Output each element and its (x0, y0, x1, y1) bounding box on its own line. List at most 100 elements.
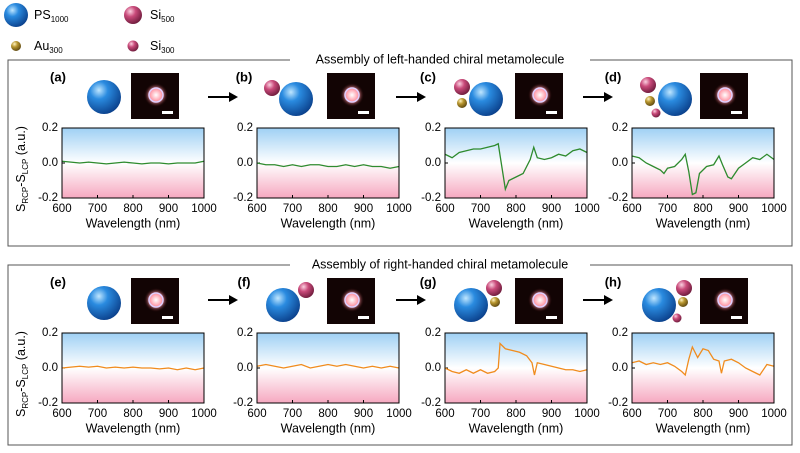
x-tick-label: 800 (318, 408, 337, 420)
x-tick-label: 800 (318, 203, 337, 215)
sphere-icon (678, 297, 688, 307)
spectrum-line (631, 152, 775, 196)
x-tick-label: 800 (506, 203, 525, 215)
x-tick-label: 1000 (191, 203, 217, 215)
sphere-icon (490, 297, 500, 307)
scale-bar (546, 316, 557, 319)
section-title: Assembly of left-handed chiral metamolec… (316, 52, 565, 66)
y-tick-label: -0.2 (38, 397, 58, 409)
y-axis-subscript: RCP (21, 392, 30, 409)
x-axis-title: Wavelength (nm) (469, 216, 564, 230)
x-tick-label: 1000 (574, 203, 600, 215)
x-tick-label: 600 (52, 408, 71, 420)
x-tick-label: 900 (542, 203, 561, 215)
x-tick-label: 600 (435, 203, 454, 215)
x-axis-title: Wavelength (nm) (469, 421, 564, 435)
micrograph-glow (713, 288, 737, 312)
x-tick-label: 600 (247, 203, 266, 215)
sphere-icon (454, 288, 488, 322)
y-tick-label: 0.2 (612, 122, 628, 134)
legend-subscript: 500 (161, 15, 175, 24)
sphere-icon (4, 3, 28, 27)
scale-bar (358, 111, 369, 114)
legend-text: Si (150, 8, 161, 22)
micrograph-glow (144, 83, 168, 107)
micrograph-ring (717, 87, 733, 103)
panel-label: (d) (605, 69, 622, 84)
arrow-head (604, 92, 613, 102)
y-axis-text: (a.u.) (14, 126, 28, 159)
x-tick-label: 1000 (191, 408, 217, 420)
sphere-icon (642, 288, 676, 322)
sphere-icon (658, 82, 692, 116)
plot-background (632, 333, 774, 403)
panel-label: (f) (238, 274, 251, 289)
plot-background (445, 333, 587, 403)
y-tick-label: 0.2 (425, 327, 441, 339)
x-tick-label: 900 (542, 408, 561, 420)
micrograph-ring (532, 292, 548, 308)
y-axis-text: S (14, 409, 28, 417)
x-tick-label: 800 (693, 408, 712, 420)
x-tick-label: 1000 (386, 203, 412, 215)
x-tick-label: 900 (159, 408, 178, 420)
x-tick-label: 600 (622, 203, 641, 215)
y-tick-label: -0.2 (233, 397, 253, 409)
x-axis-title: Wavelength (nm) (656, 216, 751, 230)
y-tick-label: 0.0 (612, 157, 628, 169)
sphere-icon (298, 282, 314, 298)
x-tick-label: 700 (88, 203, 107, 215)
plot-frame (444, 332, 588, 404)
y-axis-text: S (14, 204, 28, 212)
sphere-icon (264, 80, 280, 96)
panel-label: (b) (236, 69, 253, 84)
x-tick-label: 700 (88, 408, 107, 420)
legend-subscript: 1000 (51, 15, 69, 24)
micrograph-ring (717, 292, 733, 308)
x-tick-label: 600 (247, 408, 266, 420)
plot-frame (631, 332, 775, 404)
panel-label: (h) (605, 274, 622, 289)
y-axis-subscript: RCP (21, 187, 30, 204)
legend-text: Au (34, 39, 49, 53)
y-tick-label: 0.2 (237, 122, 253, 134)
arrow-head (417, 92, 426, 102)
panel-label: (a) (50, 69, 66, 84)
sphere-icon (651, 108, 661, 118)
y-tick-label: 0.2 (612, 327, 628, 339)
plot-background (632, 128, 774, 198)
arrow-head (229, 295, 238, 305)
y-axis-title: SRCP-SLCP (a.u.) (14, 126, 30, 212)
x-tick-label: 700 (471, 408, 490, 420)
scale-bar (731, 111, 742, 114)
x-tick-label: 1000 (386, 408, 412, 420)
arrow-head (417, 295, 426, 305)
plot-frame (444, 127, 588, 199)
x-tick-label: 1000 (761, 408, 787, 420)
sphere-icon (457, 98, 467, 108)
scale-bar (546, 111, 557, 114)
scale-bar (731, 316, 742, 319)
micrograph-ring (148, 87, 164, 103)
micrograph-glow (713, 83, 737, 107)
spectrum-line (444, 142, 588, 192)
x-tick-label: 600 (435, 408, 454, 420)
sphere-icon (266, 288, 300, 322)
legend-label: PS1000 (34, 8, 69, 24)
legend-text: Si (150, 39, 161, 53)
sphere-icon (11, 41, 21, 51)
section-title-bg (290, 257, 590, 273)
panel-label: (e) (50, 274, 66, 289)
plot-background (257, 128, 399, 198)
y-tick-label: 0.0 (42, 157, 58, 169)
x-tick-label: 600 (52, 203, 71, 215)
x-axis-title: Wavelength (nm) (656, 421, 751, 435)
x-tick-label: 700 (283, 203, 302, 215)
y-tick-label: 0.2 (425, 122, 441, 134)
y-tick-label: 0.0 (237, 157, 253, 169)
x-axis-title: Wavelength (nm) (86, 421, 181, 435)
micrograph-glow (144, 288, 168, 312)
sphere-icon (486, 280, 502, 296)
plot-frame (256, 127, 400, 199)
micrograph-glow (340, 288, 364, 312)
